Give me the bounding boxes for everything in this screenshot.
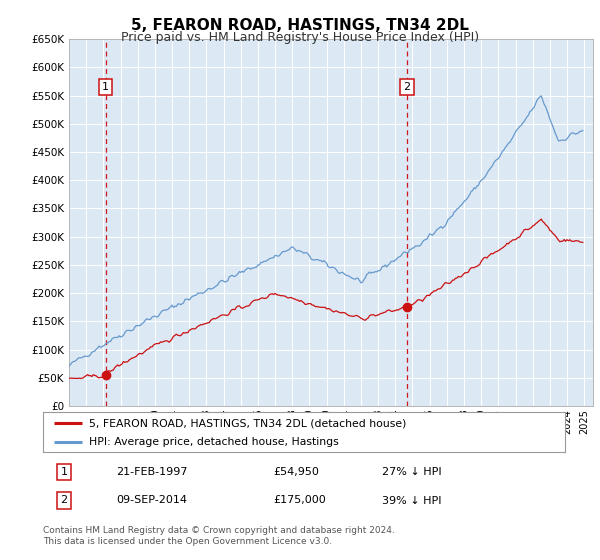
Text: Contains HM Land Registry data © Crown copyright and database right 2024.
This d: Contains HM Land Registry data © Crown c… bbox=[43, 526, 395, 546]
Text: 09-SEP-2014: 09-SEP-2014 bbox=[116, 496, 187, 506]
Text: 1: 1 bbox=[61, 467, 68, 477]
Text: 2: 2 bbox=[61, 496, 68, 506]
Text: £54,950: £54,950 bbox=[273, 467, 319, 477]
Text: 2: 2 bbox=[404, 82, 411, 92]
Text: 27% ↓ HPI: 27% ↓ HPI bbox=[383, 467, 442, 477]
Text: 5, FEARON ROAD, HASTINGS, TN34 2DL (detached house): 5, FEARON ROAD, HASTINGS, TN34 2DL (deta… bbox=[89, 418, 407, 428]
Text: £175,000: £175,000 bbox=[273, 496, 326, 506]
Text: Price paid vs. HM Land Registry's House Price Index (HPI): Price paid vs. HM Land Registry's House … bbox=[121, 31, 479, 44]
Text: HPI: Average price, detached house, Hastings: HPI: Average price, detached house, Hast… bbox=[89, 437, 339, 446]
Text: 21-FEB-1997: 21-FEB-1997 bbox=[116, 467, 188, 477]
Text: 1: 1 bbox=[102, 82, 109, 92]
Text: 39% ↓ HPI: 39% ↓ HPI bbox=[383, 496, 442, 506]
Text: 5, FEARON ROAD, HASTINGS, TN34 2DL: 5, FEARON ROAD, HASTINGS, TN34 2DL bbox=[131, 18, 469, 33]
